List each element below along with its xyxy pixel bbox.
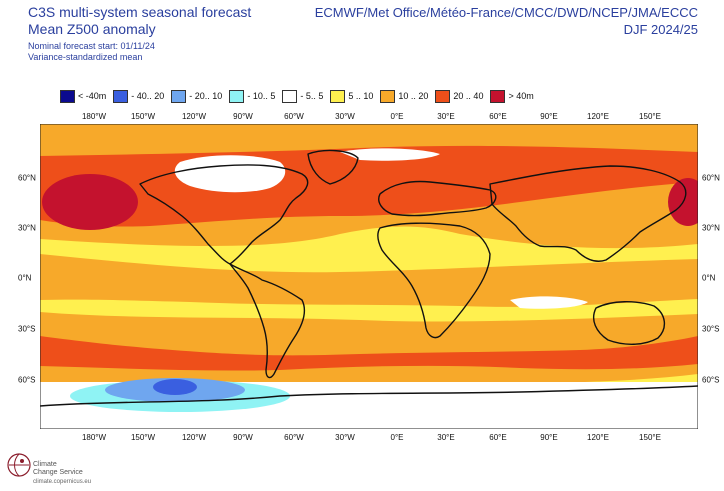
forecast-start: Nominal forecast start: 01/11/24 xyxy=(28,41,155,51)
lon-tick-label: 150°W xyxy=(130,112,156,121)
lat-tick-label: 30°N xyxy=(702,223,720,233)
legend-label: - 10.. 5 xyxy=(247,91,276,101)
lat-tick-label: 60°S xyxy=(702,375,720,385)
logo-url: climate.copernicus.eu xyxy=(33,479,92,485)
legend-label: 20 .. 40 xyxy=(453,91,484,101)
lat-tick-label: 30°N xyxy=(18,223,36,233)
legend-item-2: - 40.. 20 xyxy=(113,89,165,103)
lon-tick-label: 90°E xyxy=(540,433,558,442)
lat-tick-label: 30°S xyxy=(702,324,720,334)
legend-label: - 40.. 20 xyxy=(131,91,165,101)
title-variable: Mean Z500 anomaly xyxy=(28,21,156,37)
coast-antarctica xyxy=(40,385,698,407)
legend-label: 5 .. 10 xyxy=(348,91,374,101)
map-svg xyxy=(40,124,698,429)
legend-item-9: > 40m xyxy=(490,89,534,103)
coast-europe xyxy=(378,180,497,217)
legend-item-5: - 5.. 5 xyxy=(282,89,324,103)
logo-text: Climate Change Service xyxy=(33,461,83,477)
legend-item-6: 5 .. 10 xyxy=(330,89,374,103)
color-legend: < -40m - 40.. 20 - 20.. 10 - 10.. 5 - 5.… xyxy=(60,88,541,104)
lon-tick-label: 30°W xyxy=(335,433,355,442)
legend-label: 10 .. 20 xyxy=(398,91,429,101)
anomaly-field-orange xyxy=(40,254,698,307)
legend-swatch xyxy=(490,89,506,103)
lat-tick-label: 0°N xyxy=(702,273,716,283)
title-block: C3S multi-system seasonal forecast Mean … xyxy=(28,4,251,63)
lon-tick-label: 60°W xyxy=(284,433,304,442)
lon-tick-label: 60°W xyxy=(284,112,304,121)
anomaly-field-orange xyxy=(40,124,698,152)
anomaly-neutral-greenland xyxy=(340,148,440,161)
lon-tick-label: 90°W xyxy=(233,112,253,121)
legend-label: < -40m xyxy=(78,91,107,101)
legend-item-3: - 20.. 10 xyxy=(171,89,223,103)
season-label: DJF 2024/25 xyxy=(623,22,698,37)
lon-tick-label: 180°W xyxy=(81,433,107,442)
lat-axis-left: 60°N 30°N 0°N 30°S 60°S xyxy=(18,124,44,396)
legend-label: - 5.. 5 xyxy=(300,91,324,101)
anomaly-negative-strong xyxy=(153,379,197,395)
lon-tick-label: 90°W xyxy=(233,433,253,442)
lon-tick-label: 180°W xyxy=(81,112,107,121)
legend-item-7: 10 .. 20 xyxy=(380,89,429,103)
legend-swatch xyxy=(435,89,451,103)
logo-org-line1: Climate xyxy=(33,461,57,468)
lon-tick-label: 120°W xyxy=(181,112,207,121)
lon-tick-label: 90°E xyxy=(540,112,558,121)
lon-tick-label: 120°E xyxy=(587,112,609,121)
lat-tick-label: 60°S xyxy=(18,375,36,385)
legend-swatch xyxy=(171,89,187,103)
lon-axis-bottom: 180°W 150°W 120°W 90°W 60°W 30°W 0°E 30°… xyxy=(40,433,698,445)
legend-item-1: < -40m xyxy=(60,89,107,103)
title-main: C3S multi-system seasonal forecast xyxy=(28,4,252,20)
coastlines xyxy=(40,149,698,407)
lon-tick-label: 60°E xyxy=(489,433,507,442)
lat-tick-label: 60°N xyxy=(18,173,36,183)
header-right: ECMWF/Met Office/Météo-France/CMCC/DWD/N… xyxy=(315,4,698,38)
lon-tick-label: 30°E xyxy=(437,433,455,442)
centres-list: ECMWF/Met Office/Météo-France/CMCC/DWD/N… xyxy=(314,5,698,20)
legend-swatch xyxy=(60,89,75,103)
coast-australia xyxy=(592,301,665,345)
anomaly-field-red xyxy=(40,336,698,371)
coast-north-america xyxy=(139,164,309,265)
legend-swatch xyxy=(330,89,346,103)
anomaly-max-north-pacific xyxy=(42,174,138,230)
legend-item-8: 20 .. 40 xyxy=(435,89,484,103)
lon-tick-label: 0°E xyxy=(390,433,404,442)
anomaly-map xyxy=(40,124,698,429)
coast-south-america xyxy=(229,263,306,379)
lat-tick-label: 60°N xyxy=(702,173,720,183)
lon-tick-label: 150°W xyxy=(130,433,156,442)
lon-tick-label: 120°W xyxy=(181,433,207,442)
lat-tick-label: 0°N xyxy=(18,273,32,283)
anomaly-neutral-indian-ocean xyxy=(510,296,588,309)
lon-tick-label: 30°W xyxy=(335,112,355,121)
lon-tick-label: 60°E xyxy=(489,112,507,121)
lon-tick-label: 30°E xyxy=(437,112,455,121)
legend-swatch xyxy=(282,89,298,103)
lon-tick-label: 120°E xyxy=(587,433,609,442)
lon-tick-label: 0°E xyxy=(390,112,404,121)
lon-tick-label: 150°E xyxy=(639,112,661,121)
lat-axis-right: 60°N 30°N 0°N 30°S 60°S xyxy=(702,124,724,396)
method-note: Variance-standardized mean xyxy=(28,52,143,62)
lon-tick-label: 150°E xyxy=(639,433,661,442)
legend-label: > 40m xyxy=(508,91,534,101)
logo-org-line2: Change Service xyxy=(33,469,83,476)
lon-axis-top: 180°W 150°W 120°W 90°W 60°W 30°W 0°E 30°… xyxy=(40,112,698,124)
lat-tick-label: 30°S xyxy=(18,324,36,334)
coast-asia xyxy=(489,165,687,262)
copernicus-logo-icon xyxy=(7,453,31,477)
coast-africa xyxy=(377,222,491,339)
legend-swatch xyxy=(229,89,245,103)
coast-greenland xyxy=(307,149,359,185)
legend-swatch xyxy=(380,89,396,103)
legend-item-4: - 10.. 5 xyxy=(229,89,276,103)
legend-label: - 20.. 10 xyxy=(189,91,223,101)
legend-swatch xyxy=(113,89,129,103)
